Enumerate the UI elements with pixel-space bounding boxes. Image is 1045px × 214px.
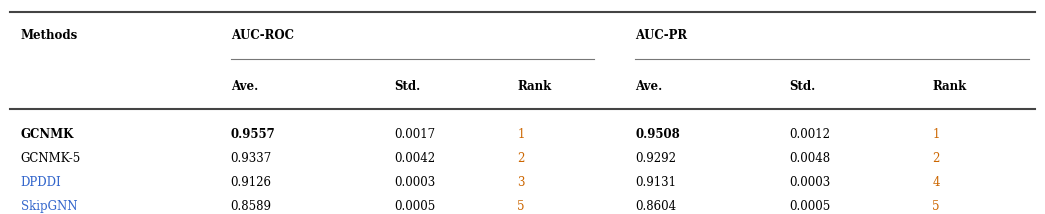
Text: 0.9292: 0.9292 xyxy=(635,152,676,165)
Text: 0.9126: 0.9126 xyxy=(231,176,272,189)
Text: 0.0042: 0.0042 xyxy=(394,152,436,165)
Text: Rank: Rank xyxy=(932,80,967,92)
Text: 5: 5 xyxy=(932,200,939,213)
Text: 0.9337: 0.9337 xyxy=(231,152,272,165)
Text: 1: 1 xyxy=(932,128,939,141)
Text: GCNMK: GCNMK xyxy=(21,128,74,141)
Text: 0.8589: 0.8589 xyxy=(231,200,272,213)
Text: 0.9508: 0.9508 xyxy=(635,128,680,141)
Text: 0.0012: 0.0012 xyxy=(789,128,830,141)
Text: 4: 4 xyxy=(932,176,939,189)
Text: Rank: Rank xyxy=(517,80,552,92)
Text: AUC-PR: AUC-PR xyxy=(635,29,688,42)
Text: Ave.: Ave. xyxy=(635,80,663,92)
Text: AUC-ROC: AUC-ROC xyxy=(231,29,294,42)
Text: 0.9131: 0.9131 xyxy=(635,176,676,189)
Text: 3: 3 xyxy=(517,176,525,189)
Text: 0.0048: 0.0048 xyxy=(789,152,830,165)
Text: DPDDI: DPDDI xyxy=(21,176,62,189)
Text: 0.0005: 0.0005 xyxy=(789,200,830,213)
Text: Ave.: Ave. xyxy=(231,80,258,92)
Text: 1: 1 xyxy=(517,128,525,141)
Text: GCNMK-5: GCNMK-5 xyxy=(21,152,80,165)
Text: Methods: Methods xyxy=(21,29,78,42)
Text: 0.0003: 0.0003 xyxy=(394,176,436,189)
Text: 0.0003: 0.0003 xyxy=(789,176,830,189)
Text: 2: 2 xyxy=(517,152,525,165)
Text: 0.9557: 0.9557 xyxy=(231,128,276,141)
Text: 0.0005: 0.0005 xyxy=(394,200,436,213)
Text: 5: 5 xyxy=(517,200,525,213)
Text: 2: 2 xyxy=(932,152,939,165)
Text: SkipGNN: SkipGNN xyxy=(21,200,77,213)
Text: Std.: Std. xyxy=(394,80,421,92)
Text: 0.0017: 0.0017 xyxy=(394,128,436,141)
Text: 0.8604: 0.8604 xyxy=(635,200,676,213)
Text: Std.: Std. xyxy=(789,80,815,92)
